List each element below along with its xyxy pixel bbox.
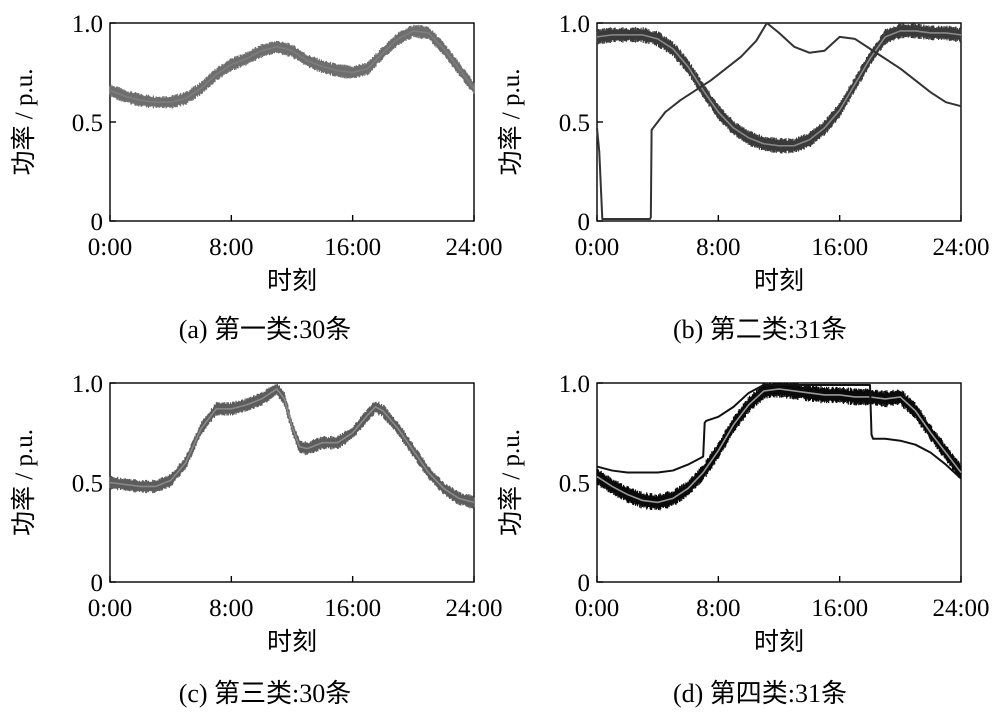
y-tick-label-a: 1.0 bbox=[72, 11, 103, 38]
series-mean-b-0 bbox=[596, 30, 962, 147]
x-tick-label-a: 24:00 bbox=[446, 234, 503, 261]
series-mean-a-0 bbox=[109, 30, 475, 103]
y-tick-label-a: 0.5 bbox=[72, 110, 103, 137]
panel-caption-d: (d) 第四类:31条 bbox=[673, 679, 847, 708]
plot-frame-d bbox=[596, 382, 962, 583]
x-tick-label-b: 24:00 bbox=[933, 234, 990, 261]
x-tick-label-a: 8:00 bbox=[209, 234, 253, 261]
y-tick-label-c: 0.5 bbox=[72, 471, 103, 498]
x-axis-title-d: 时刻 bbox=[754, 628, 804, 656]
x-tick-label-c: 0:00 bbox=[88, 595, 132, 622]
series-line-d-1 bbox=[596, 383, 962, 480]
x-tick-label-b: 0:00 bbox=[575, 234, 619, 261]
x-axis-title-c: 时刻 bbox=[267, 628, 317, 656]
series-band-a-0 bbox=[109, 24, 475, 109]
y-tick-label-c: 1.0 bbox=[72, 371, 103, 398]
panel-caption-c: (c) 第三类:30条 bbox=[179, 679, 352, 708]
chart-panel-b: 0:00 8:00 16:00 24:00 0 0.5 1.0 时刻 功率 / p.u. (b) … bbox=[497, 11, 989, 344]
x-tick-label-d: 8:00 bbox=[696, 595, 740, 622]
y-axis-title-d: 功率 / p.u. bbox=[497, 429, 525, 536]
x-tick-label-c: 16:00 bbox=[324, 595, 381, 622]
chart-panel-a: 0:00 8:00 16:00 24:00 0 0.5 1.0 时刻 功率 / p.u. (a) … bbox=[10, 11, 502, 344]
chart-panel-d: 0:00 8:00 16:00 24:00 0 0.5 1.0 时刻 功率 / p.u. (d) … bbox=[497, 371, 989, 708]
x-tick-label-c: 24:00 bbox=[446, 595, 503, 622]
y-tick-label-c: 0 bbox=[91, 570, 104, 597]
chart-panel-c: 0:00 8:00 16:00 24:00 0 0.5 1.0 时刻 功率 / p.u. (c) … bbox=[10, 371, 502, 708]
y-tick-label-d: 1.0 bbox=[559, 371, 590, 398]
y-axis-title-a: 功率 / p.u. bbox=[10, 69, 38, 176]
x-tick-label-c: 8:00 bbox=[209, 595, 253, 622]
y-tick-label-d: 0.5 bbox=[559, 471, 590, 498]
x-axis-title-b: 时刻 bbox=[754, 267, 804, 295]
y-tick-label-b: 0 bbox=[578, 209, 591, 236]
x-tick-label-a: 0:00 bbox=[88, 234, 132, 261]
y-tick-label-b: 0.5 bbox=[559, 110, 590, 137]
x-tick-label-d: 0:00 bbox=[575, 595, 619, 622]
series-mean-c-0 bbox=[109, 387, 475, 504]
x-tick-label-b: 8:00 bbox=[696, 234, 740, 261]
y-axis-title-c: 功率 / p.u. bbox=[10, 429, 38, 536]
x-tick-label-a: 16:00 bbox=[324, 234, 381, 261]
y-tick-label-a: 0 bbox=[91, 209, 104, 236]
y-tick-label-d: 0 bbox=[578, 570, 591, 597]
y-axis-title-b: 功率 / p.u. bbox=[497, 69, 525, 176]
series-mean-d-0 bbox=[596, 388, 962, 504]
panel-caption-b: (b) 第二类:31条 bbox=[673, 315, 847, 344]
panel-caption-a: (a) 第一类:30条 bbox=[179, 315, 352, 344]
x-tick-label-d: 16:00 bbox=[811, 595, 868, 622]
series-band-c-0 bbox=[109, 384, 475, 509]
x-tick-label-d: 24:00 bbox=[933, 595, 990, 622]
x-axis-title-a: 时刻 bbox=[267, 267, 317, 295]
series-line-b-1 bbox=[596, 22, 962, 221]
x-tick-label-b: 16:00 bbox=[811, 234, 868, 261]
y-tick-label-b: 1.0 bbox=[559, 11, 590, 38]
